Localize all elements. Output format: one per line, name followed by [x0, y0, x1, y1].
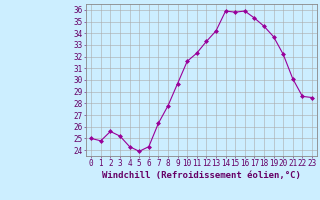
X-axis label: Windchill (Refroidissement éolien,°C): Windchill (Refroidissement éolien,°C)	[102, 171, 301, 180]
